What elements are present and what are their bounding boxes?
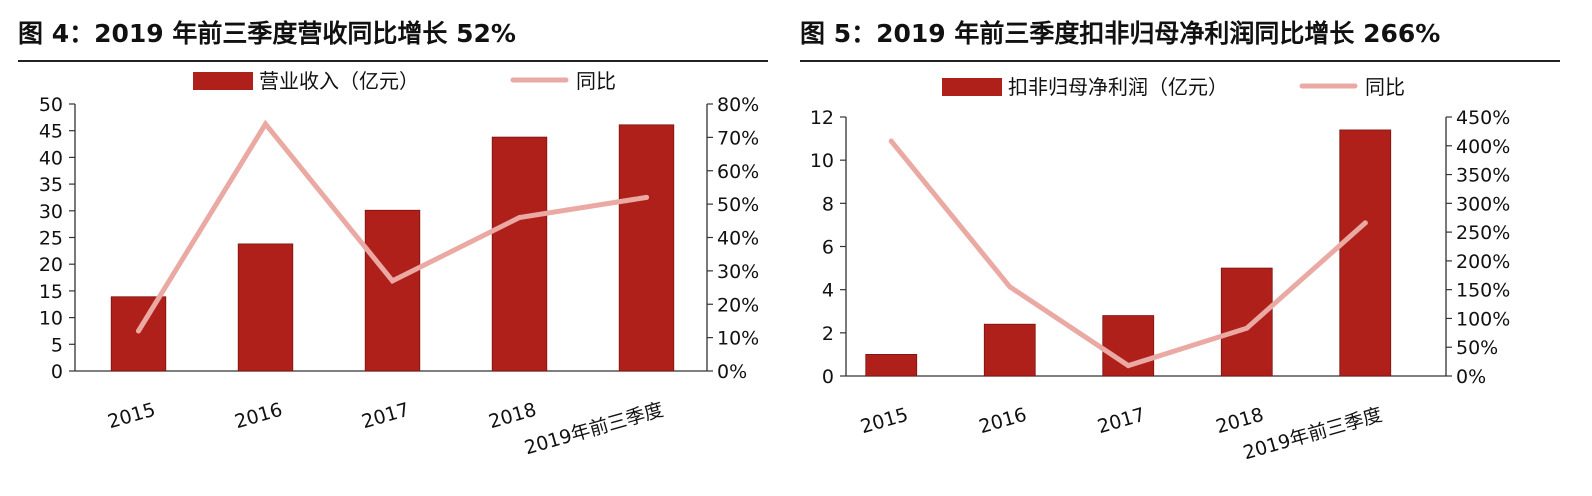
left-tick-label: 4: [822, 280, 834, 302]
left-tick-label: 30: [39, 201, 63, 223]
left-tick-label: 20: [39, 254, 63, 276]
right-tick-label: 20%: [717, 294, 759, 316]
bar: [364, 209, 421, 372]
legend-bar-label: 营业收入（亿元）: [259, 69, 419, 93]
right-tick-label: 400%: [1456, 136, 1510, 158]
legend-line-label: 同比: [1365, 75, 1405, 99]
right-tick-label: 40%: [717, 228, 759, 250]
chart-title: 图 4：2019 年前三季度营收同比增长 52%: [18, 19, 516, 48]
category-label: 2015: [105, 399, 158, 433]
line-point: [1125, 363, 1131, 369]
profit-chart: 0 2 4 6 8 10 12 0% 50% 100% 150% 200% 250% 300% 350% 40…: [810, 75, 1511, 464]
right-tick-label: 0%: [717, 361, 747, 383]
right-tick-label: 300%: [1456, 193, 1510, 215]
left-tick-label: 25: [39, 228, 63, 250]
left-tick-label: 10: [810, 150, 834, 172]
legend-line-label: 同比: [576, 69, 616, 93]
right-tick-label: 350%: [1456, 165, 1510, 187]
left-tick-label: 0: [822, 366, 834, 388]
category-label: 2019年前三季度: [522, 399, 666, 460]
right-tick-label: 50%: [1456, 337, 1498, 359]
right-tick-label: 150%: [1456, 280, 1510, 302]
left-tick-label: 8: [822, 193, 834, 215]
revenue-chart-panel: 图 4：2019 年前三季度营收同比增长 52% 0 5 10 15 20 25 30 35 4…: [18, 0, 768, 496]
left-tick-label: 45: [39, 121, 63, 143]
bar: [1339, 129, 1392, 377]
right-tick-label: 100%: [1456, 308, 1510, 330]
left-tick-label: 35: [39, 174, 63, 196]
category-label: 2018: [486, 399, 539, 433]
category-label: 2017: [359, 399, 412, 433]
right-tick-label: 250%: [1456, 222, 1510, 244]
category-label: 2016: [232, 399, 285, 433]
bar: [618, 124, 675, 372]
bar: [110, 296, 167, 372]
category-label: 2015: [858, 404, 911, 438]
right-tick-label: 50%: [717, 194, 759, 216]
right-tick-label: 70%: [717, 127, 759, 149]
category-label: 2018: [1214, 404, 1267, 438]
line-point: [644, 194, 649, 200]
left-tick-label: 40: [39, 147, 63, 169]
line-point: [263, 121, 268, 127]
line-point: [517, 214, 522, 220]
left-tick-label: 0: [51, 361, 63, 383]
legend-bar-label: 扣非归母净利润（亿元）: [1008, 75, 1228, 99]
title-rule: [800, 60, 1560, 62]
revenue-chart: 0 5 10 15 20 25 30 35 40 45 50 0% 10% 20% 30% 40% 50% 60%…: [39, 69, 759, 460]
category-label: 2017: [1095, 404, 1148, 438]
line-point: [888, 138, 894, 144]
line-point: [1007, 284, 1013, 290]
left-tick-label: 50: [39, 94, 63, 116]
left-tick-label: 15: [39, 281, 63, 303]
chart-title: 图 5：2019 年前三季度扣非归母净利润同比增长 266%: [800, 19, 1441, 48]
left-tick-label: 6: [822, 237, 834, 259]
right-tick-label: 450%: [1456, 107, 1510, 129]
right-tick-label: 200%: [1456, 251, 1510, 273]
right-tick-label: 80%: [717, 94, 759, 116]
left-tick-label: 2: [822, 323, 834, 345]
right-tick-label: 60%: [717, 161, 759, 183]
legend-bar-swatch: [193, 72, 253, 90]
left-tick-label: 10: [39, 308, 63, 330]
legend-bar-swatch: [942, 78, 1002, 96]
right-tick-label: 10%: [717, 328, 759, 350]
line-point: [136, 328, 141, 334]
right-tick-label: 30%: [717, 261, 759, 283]
right-tick-label: 0%: [1456, 366, 1486, 388]
category-label: 2016: [977, 404, 1030, 438]
bar: [1220, 267, 1273, 377]
title-rule: [18, 60, 768, 62]
left-tick-label: 5: [51, 334, 63, 356]
profit-chart-panel: 图 5：2019 年前三季度扣非归母净利润同比增长 266% 0 2 4 6 8 10 12…: [800, 0, 1560, 496]
bar: [983, 323, 1036, 377]
line-point: [1244, 325, 1250, 331]
line-point: [390, 278, 395, 284]
bar: [865, 354, 918, 377]
bar: [491, 136, 548, 372]
bar: [237, 243, 294, 372]
left-tick-label: 12: [810, 107, 834, 129]
line-point: [1362, 220, 1368, 226]
